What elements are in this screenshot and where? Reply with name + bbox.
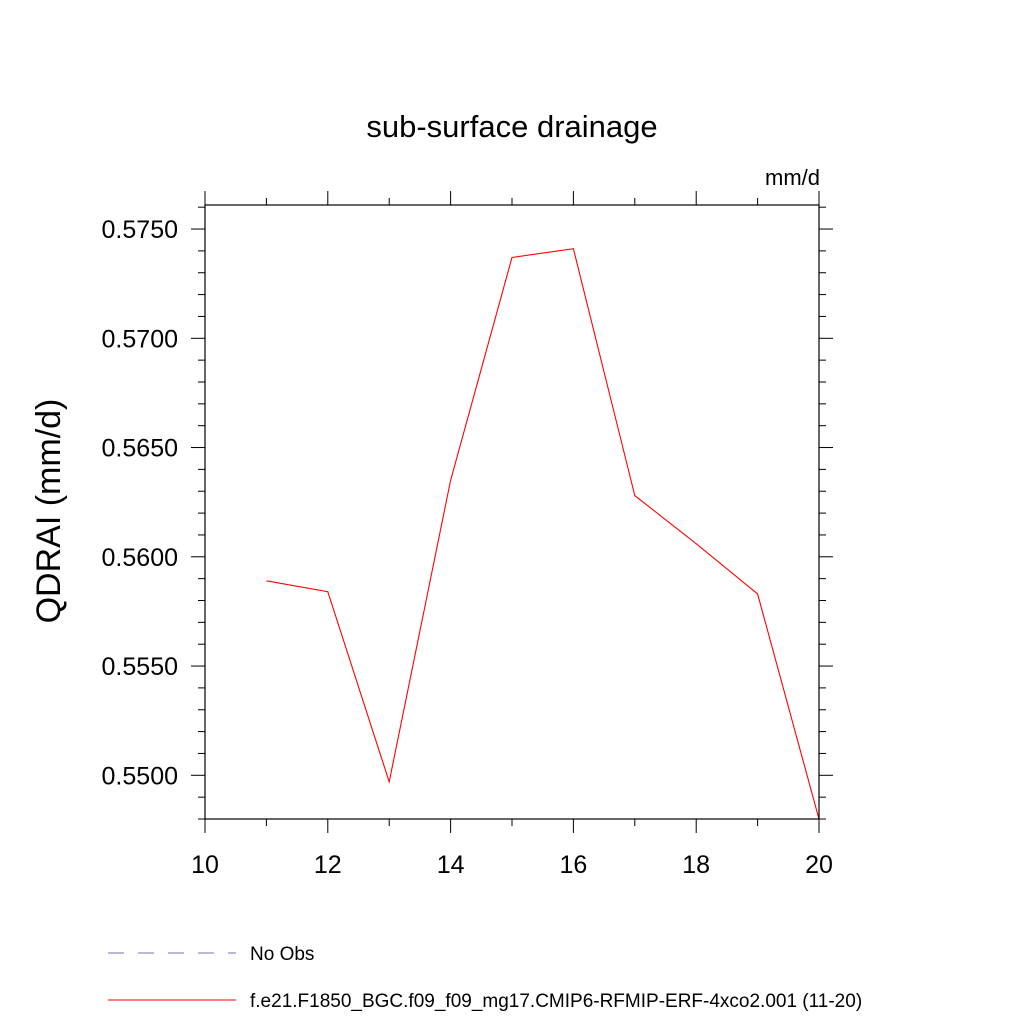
units-label: mm/d bbox=[765, 165, 820, 190]
y-tick-label: 0.5650 bbox=[102, 435, 178, 463]
series-line-1 bbox=[266, 248, 820, 820]
series-layer bbox=[266, 248, 820, 820]
x-tick-label: 20 bbox=[805, 851, 833, 879]
x-tick-label: 14 bbox=[437, 851, 465, 879]
axis-tick-labels: 10 12 14 16 18 20 0.5500 0.5550 0.5600 0.5650 0.57… bbox=[102, 216, 833, 879]
y-axis-label: QDRAI (mm/d) bbox=[30, 399, 68, 624]
x-tick-label: 12 bbox=[314, 851, 342, 879]
y-tick-label: 0.5500 bbox=[102, 762, 178, 790]
y-tick-label: 0.5550 bbox=[102, 653, 178, 681]
x-tick-label: 16 bbox=[559, 851, 587, 879]
y-tick-label: 0.5600 bbox=[102, 544, 178, 572]
plot-frame bbox=[204, 204, 820, 820]
y-tick-label: 0.5700 bbox=[102, 325, 178, 353]
axis-ticks bbox=[191, 191, 833, 833]
x-tick-label: 18 bbox=[682, 851, 710, 879]
legend: No Obs f.e21.F1850_BGC.f09_f09_mg17.CMIP6… bbox=[108, 944, 862, 1012]
x-tick-label: 10 bbox=[191, 851, 219, 879]
legend-label-1: No Obs bbox=[250, 944, 314, 965]
y-tick-label: 0.5750 bbox=[102, 216, 178, 244]
chart-title: sub-surface drainage bbox=[366, 109, 657, 144]
legend-label-2: f.e21.F1850_BGC.f09_f09_mg17.CMIP6-RFMIP… bbox=[250, 991, 862, 1012]
